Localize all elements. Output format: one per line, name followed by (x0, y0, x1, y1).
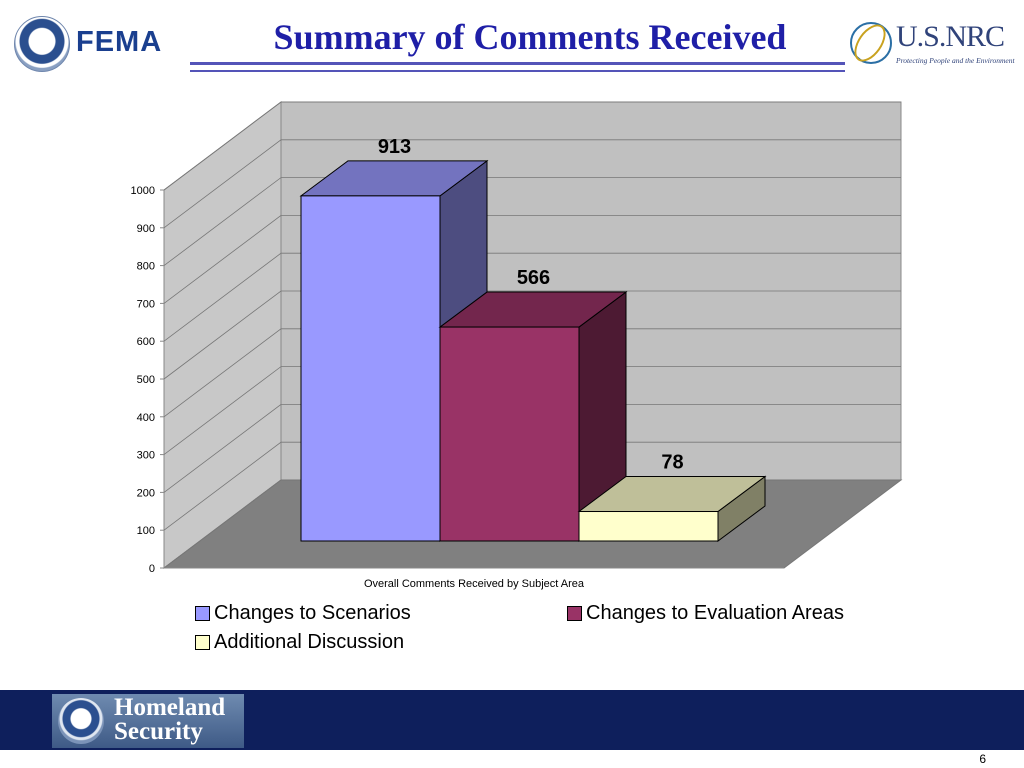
page-number: 6 (979, 752, 986, 766)
gridline (163, 101, 901, 191)
legend-swatch-evaluation-areas (567, 606, 582, 621)
gridline (163, 290, 901, 380)
slide-title: Summary of Comments Received (273, 17, 787, 57)
y-tick-label: 200 (137, 487, 155, 499)
legend-label-scenarios: Changes to Scenarios (214, 602, 411, 624)
y-tick-label: 800 (137, 261, 155, 273)
gridline (163, 139, 901, 229)
bar-chart: 0 100 200 300 400 500 600 700 800 900 1000 913 566 78 (131, 100, 903, 575)
legend-item-additional-discussion: Additional Discussion (195, 631, 404, 654)
gridline (163, 252, 901, 342)
y-tick-label: 300 (137, 450, 155, 462)
bar-front-2 (439, 326, 580, 542)
data-label-3: 78 (661, 452, 683, 474)
y-tick-label: 500 (137, 374, 155, 386)
y-tick-label: 900 (137, 223, 155, 235)
gridline (163, 366, 901, 455)
atom-icon (850, 22, 892, 64)
y-tick-label: 100 (137, 525, 155, 537)
title-underline (190, 62, 845, 72)
homeland-security-logo: Homeland Security (52, 694, 244, 748)
homeland-security-text: Homeland Security (114, 694, 226, 745)
fema-logo: FEMA (14, 16, 174, 72)
y-tick-label: 1000 (131, 185, 155, 197)
y-tick-label: 400 (137, 412, 155, 424)
legend-swatch-scenarios (195, 606, 210, 621)
gridline (163, 214, 901, 304)
y-tick-label: 700 (137, 298, 155, 310)
chart-legend: Changes to Scenarios Changes to Evaluati… (195, 602, 915, 662)
slide-footer: Homeland Security (0, 690, 1024, 750)
gridline (163, 403, 901, 493)
legend-item-evaluation-areas: Changes to Evaluation Areas (567, 602, 844, 625)
data-label-1: 913 (378, 136, 411, 158)
x-axis-label: Overall Comments Received by Subject Are… (363, 578, 585, 590)
legend-item-scenarios: Changes to Scenarios (195, 602, 411, 625)
legend-label-additional-discussion: Additional Discussion (214, 631, 405, 653)
legend-swatch-additional-discussion (195, 635, 210, 650)
dhs-seal-icon (14, 16, 70, 72)
bar-front-3 (578, 511, 719, 542)
gridline (163, 328, 901, 418)
fema-logo-text: FEMA (76, 26, 163, 58)
nrc-tagline: Protecting People and the Environment (896, 56, 1015, 65)
data-label-2: 566 (517, 267, 550, 289)
y-tick-label: 600 (137, 336, 155, 348)
y-tick-label: 0 (149, 563, 155, 575)
gridline (163, 441, 901, 531)
nrc-logo: U.S.NRC Protecting People and the Enviro… (846, 16, 1015, 72)
bar-front-1 (300, 195, 441, 542)
gridline (163, 177, 901, 266)
nrc-logo-text: U.S.NRC (896, 20, 1005, 53)
legend-label-evaluation-areas: Changes to Evaluation Areas (586, 602, 844, 624)
slide-header: FEMA Summary of Comments Received U.S.NR… (0, 0, 1024, 80)
dhs-seal-icon (58, 698, 104, 744)
